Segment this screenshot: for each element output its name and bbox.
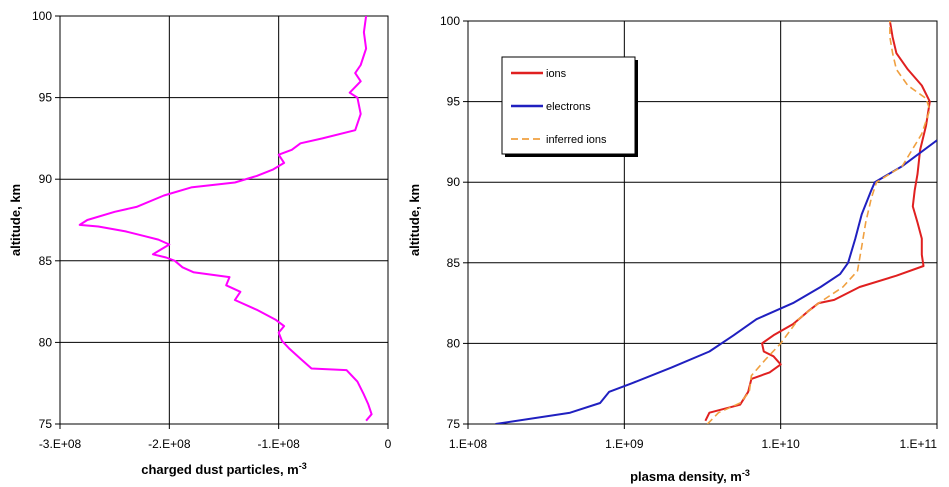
y-tick-label: 95 [447,95,461,109]
x-tick-label: -1.E+08 [257,437,300,451]
y-axis-label-left: altitude, km [8,184,23,256]
y-tick-label: 75 [39,417,53,431]
plot-area-left [59,15,389,425]
y-tick-label: 90 [39,172,53,186]
x-tick-label: 0 [385,437,392,451]
series-line-inferred-ions [706,21,931,424]
series-line-dust-0 [78,16,373,422]
y-tick-label: 100 [32,9,52,23]
x-tick-label: -2.E+08 [148,437,191,451]
x-axis-label-left: charged dust particles, m-3 [141,461,307,477]
x-tick-label: 1.E+09 [605,437,644,451]
x-tick-labels-right: 1.E+08 1.E+09 1.E+10 1.E+11 [449,437,938,451]
y-tick-label: 100 [440,14,460,28]
legend-label-ions: ions [546,68,567,80]
x-tick-label: 1.E+08 [449,437,488,451]
series-left [78,16,373,422]
y-tick-label: 75 [447,417,461,431]
legend-label-electrons: electrons [546,101,591,113]
series-line-electrons [495,139,937,424]
y-tick-label: 80 [447,336,461,350]
y-tick-label: 85 [39,254,53,268]
x-tick-label: 1.E+11 [900,437,938,451]
y-tick-label: 80 [39,335,53,349]
series-right [495,21,937,424]
y-tick-label: 95 [39,91,53,105]
legend-label-inferred-ions: inferred ions [546,134,607,146]
legend: ions electrons inferred ions [501,56,638,157]
y-tick-labels-right: 75 80 85 90 95 100 [440,14,460,431]
grid-left [55,15,389,429]
y-tick-label: 90 [447,175,461,189]
x-tick-labels-left: -3.E+08 -2.E+08 -1.E+08 0 [39,437,392,451]
y-axis-label-right: altitude, km [407,184,422,256]
x-tick-label: 1.E+10 [761,437,800,451]
chart-left: 75 80 85 90 95 100 -3.E+08 -2.E+08 -1.E+08 0 alt… [8,9,392,477]
y-tick-label: 85 [447,256,461,270]
x-tick-label: -3.E+08 [39,437,82,451]
chart-right: 75 80 85 90 95 100 1.E+08 1.E+09 1.E+10 1.E+11 a… [407,14,938,484]
x-axis-label-right: plasma density, m-3 [630,468,750,484]
y-tick-labels-left: 75 80 85 90 95 100 [32,9,52,431]
